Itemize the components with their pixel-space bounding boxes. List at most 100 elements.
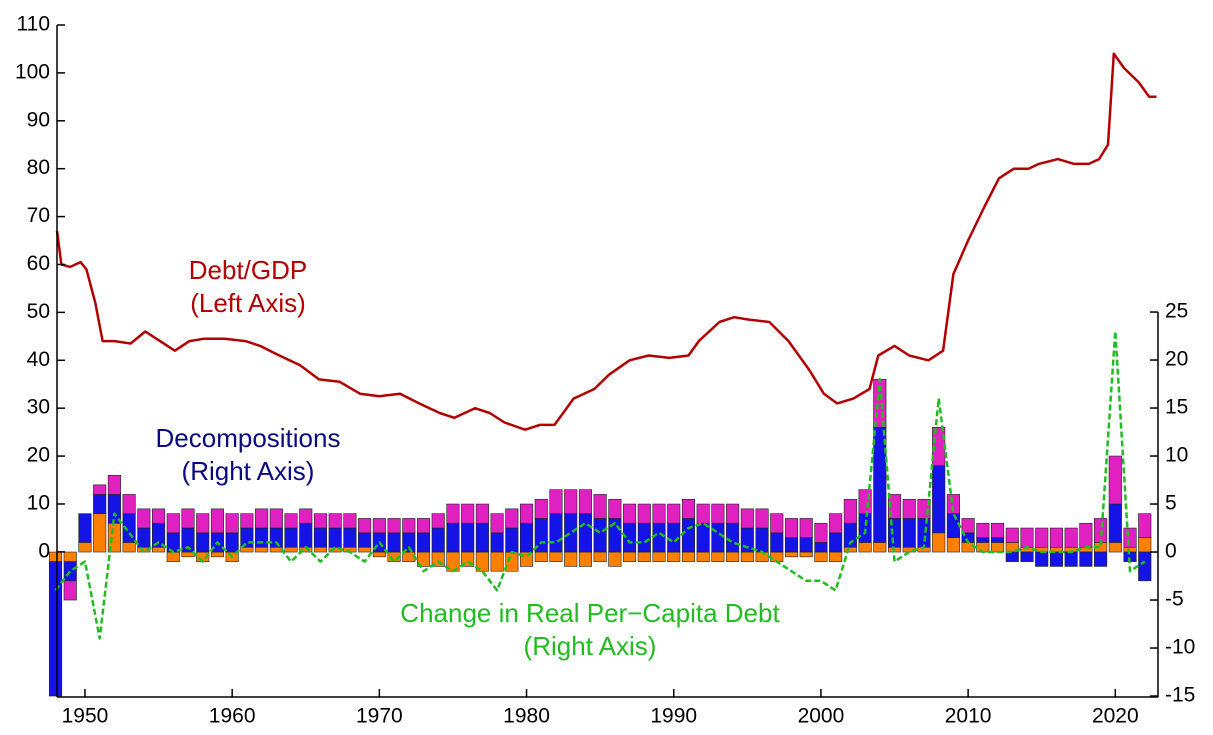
bar bbox=[461, 503, 475, 524]
x-tick-label: 1980 bbox=[503, 705, 550, 728]
bar bbox=[490, 551, 504, 572]
annotation: Debt/GDP bbox=[189, 255, 308, 285]
bar bbox=[1064, 551, 1078, 567]
bar bbox=[1049, 551, 1063, 567]
bar bbox=[858, 542, 872, 553]
bar bbox=[711, 503, 725, 524]
bar bbox=[402, 551, 416, 562]
bar bbox=[210, 551, 224, 558]
bar bbox=[299, 522, 313, 548]
bar bbox=[829, 513, 843, 534]
bar bbox=[696, 551, 710, 562]
bar bbox=[313, 527, 328, 548]
bar bbox=[475, 503, 489, 524]
y2-tick-label: 5 bbox=[1165, 492, 1177, 515]
y2-tick-label: -15 bbox=[1165, 684, 1195, 707]
y-tick-label: 40 bbox=[27, 348, 50, 371]
bar bbox=[284, 546, 298, 553]
bar bbox=[387, 532, 401, 553]
bar bbox=[328, 513, 342, 529]
bar bbox=[593, 518, 607, 553]
bar bbox=[902, 498, 916, 519]
bar bbox=[578, 513, 592, 553]
bar bbox=[446, 503, 460, 524]
bar bbox=[416, 518, 431, 534]
bar bbox=[358, 518, 372, 534]
bar bbox=[255, 546, 269, 553]
bar bbox=[343, 513, 357, 529]
annotation: (Left Axis) bbox=[190, 288, 306, 318]
bar bbox=[490, 532, 504, 553]
bar bbox=[1108, 503, 1122, 543]
bar bbox=[667, 503, 681, 524]
bar bbox=[755, 508, 769, 529]
bar bbox=[726, 522, 740, 553]
bar bbox=[519, 522, 534, 553]
bar bbox=[932, 532, 946, 553]
bar bbox=[829, 551, 843, 562]
bar bbox=[1005, 551, 1019, 562]
bar bbox=[623, 551, 637, 562]
bar bbox=[799, 518, 813, 538]
y-tick-label: 90 bbox=[27, 108, 50, 131]
bar bbox=[784, 537, 799, 553]
bar bbox=[696, 522, 710, 553]
bar bbox=[93, 494, 107, 514]
bar bbox=[946, 494, 960, 514]
bar bbox=[152, 508, 166, 524]
bar bbox=[431, 527, 445, 553]
annotation: Decompositions bbox=[156, 423, 341, 453]
bar bbox=[873, 542, 887, 553]
x-tick-label: 1960 bbox=[209, 705, 256, 728]
x-tick-label: 1970 bbox=[356, 705, 403, 728]
bar bbox=[63, 580, 77, 601]
bar bbox=[696, 503, 710, 524]
bar bbox=[549, 489, 563, 514]
bar bbox=[652, 551, 666, 562]
bar bbox=[63, 551, 77, 562]
bar bbox=[843, 546, 857, 553]
bar bbox=[343, 527, 357, 548]
bar bbox=[681, 498, 696, 519]
y2-tick-label: 10 bbox=[1165, 444, 1188, 467]
bar bbox=[416, 532, 431, 553]
bar bbox=[1138, 551, 1152, 582]
bar bbox=[843, 498, 857, 524]
bar bbox=[122, 542, 136, 553]
annotation: (Right Axis) bbox=[524, 631, 657, 661]
bar bbox=[770, 513, 784, 534]
x-tick-label: 2020 bbox=[1092, 705, 1139, 728]
y-tick-label: 20 bbox=[27, 444, 50, 467]
bar bbox=[549, 551, 563, 562]
bar bbox=[519, 503, 534, 524]
bar bbox=[137, 508, 151, 529]
bar bbox=[1020, 551, 1034, 562]
bar bbox=[608, 498, 622, 519]
bar bbox=[755, 527, 769, 553]
bar bbox=[799, 551, 813, 558]
bar bbox=[1064, 527, 1078, 548]
bar bbox=[372, 551, 386, 558]
y-tick-label: 30 bbox=[27, 396, 50, 419]
bar bbox=[932, 465, 946, 534]
bar bbox=[328, 527, 342, 548]
bar bbox=[63, 561, 77, 582]
bar bbox=[564, 513, 578, 553]
y2-tick-label: 15 bbox=[1165, 396, 1188, 419]
bar bbox=[93, 513, 107, 553]
bar bbox=[991, 522, 1005, 538]
y-tick-label: 10 bbox=[27, 492, 50, 515]
bar bbox=[740, 551, 754, 562]
y2-tick-label: -10 bbox=[1165, 636, 1195, 659]
bar bbox=[784, 518, 799, 538]
bar bbox=[711, 522, 725, 553]
bar bbox=[240, 527, 254, 548]
y-tick-label: 50 bbox=[27, 300, 50, 323]
y2-tick-label: 20 bbox=[1165, 348, 1188, 371]
bar bbox=[578, 551, 592, 567]
y-tick-label: 0 bbox=[38, 539, 50, 562]
bar bbox=[976, 522, 990, 538]
bar bbox=[637, 551, 651, 562]
bar bbox=[284, 513, 298, 529]
